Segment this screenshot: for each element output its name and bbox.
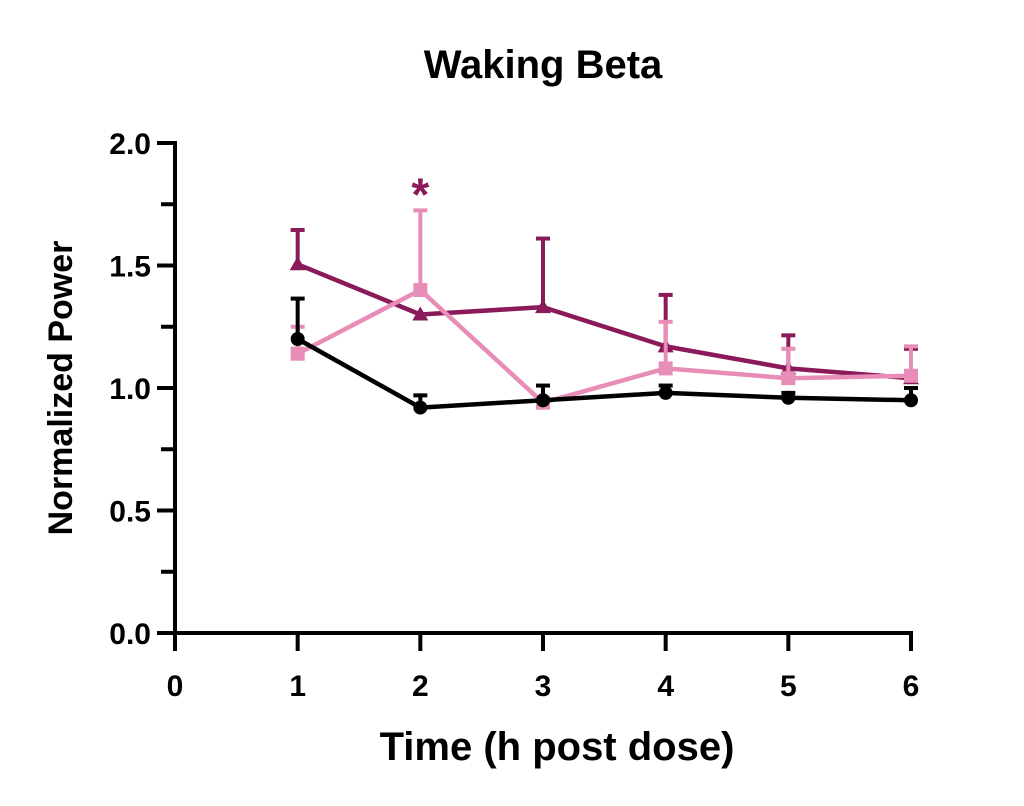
data-point [781, 371, 796, 386]
y-axis-label: Normalized Power [42, 241, 80, 536]
x-tick-label: 2 [412, 670, 429, 703]
series-group [289, 208, 919, 415]
data-point [904, 368, 918, 383]
data-point [658, 385, 673, 400]
x-tick-label: 4 [657, 670, 674, 703]
x-tick-label: 3 [535, 670, 552, 703]
series-square [290, 208, 918, 410]
data-point [904, 393, 918, 408]
x-axis-ticks: 0 1 2 3 4 5 6 [167, 633, 920, 703]
data-point [658, 361, 673, 376]
annotations: * [411, 168, 429, 220]
y-tick-label: 2.0 [109, 128, 151, 161]
data-point [413, 283, 428, 297]
data-point [412, 306, 429, 321]
data-point [289, 256, 306, 271]
y-axis-ticks: 0.0 0.5 1.0 1.5 2.0 [109, 128, 175, 651]
significance-asterisk: * [411, 168, 429, 220]
series-circle [290, 296, 918, 415]
series-line [296, 337, 912, 410]
x-tick-label: 1 [289, 670, 306, 703]
data-point [413, 400, 428, 415]
y-tick-label: 0.5 [109, 496, 151, 529]
data-point [290, 346, 305, 361]
y-tick-label: 1.0 [109, 373, 151, 406]
series-line [296, 287, 912, 405]
x-axis-label: Time (h post dose) [380, 725, 735, 769]
data-point [781, 390, 796, 405]
data-point [535, 299, 551, 314]
chart-title: Waking Beta [424, 43, 663, 87]
x-tick-label: 5 [780, 670, 797, 703]
data-point [290, 332, 305, 346]
series-line [296, 262, 912, 381]
x-tick-label: 0 [167, 670, 184, 703]
data-point [536, 393, 550, 408]
y-tick-label: 1.5 [109, 251, 151, 284]
y-tick-label: 0.0 [109, 618, 151, 651]
x-tick-label: 6 [903, 670, 920, 703]
